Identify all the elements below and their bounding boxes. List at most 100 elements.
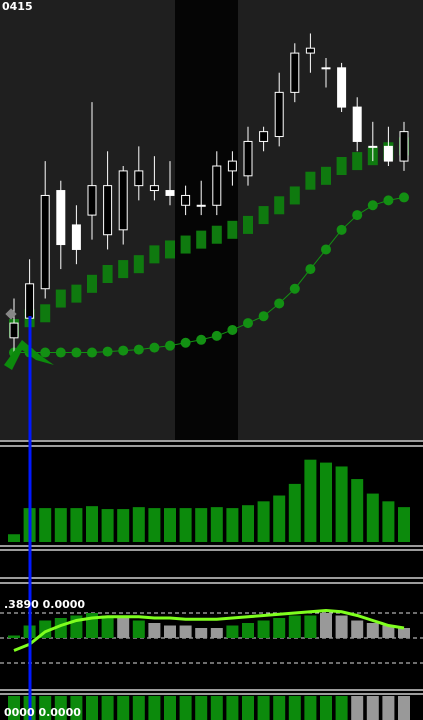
bar (179, 508, 192, 542)
bar (366, 696, 379, 720)
bar (70, 696, 83, 720)
panel-label: 0415 (2, 0, 33, 13)
bar (132, 507, 145, 542)
candle-body (305, 47, 315, 54)
bar (382, 696, 395, 720)
bar (195, 508, 208, 542)
bar (304, 459, 317, 542)
bar (195, 628, 208, 638)
ma-block (133, 255, 144, 274)
bar (242, 505, 254, 542)
candle-body (243, 140, 253, 177)
bar (320, 613, 332, 638)
bar (8, 635, 20, 638)
bar (117, 696, 130, 720)
bar (382, 625, 395, 638)
candle-body (399, 131, 409, 162)
ma-block (165, 240, 175, 259)
candle-body (118, 170, 128, 231)
bar (398, 628, 410, 638)
panel-label: .3890 0.0000 (4, 598, 85, 611)
bar (132, 696, 145, 720)
bar (351, 479, 364, 542)
bar (210, 507, 223, 542)
bar (132, 620, 145, 638)
candle-body (368, 145, 378, 148)
ma-block (336, 157, 347, 175)
ma-block (321, 166, 331, 185)
bar (257, 501, 270, 542)
candle-body (337, 67, 347, 108)
ma-block (352, 152, 363, 171)
candle-body (290, 52, 300, 93)
candle-body (196, 204, 206, 207)
candle-body (212, 165, 222, 206)
bar (273, 696, 286, 720)
bar (148, 696, 161, 720)
ma-block (211, 225, 222, 244)
ma-block (102, 265, 113, 283)
candle-body (274, 91, 284, 138)
ma-block (87, 274, 97, 293)
candle-body (40, 194, 50, 290)
bar (86, 696, 98, 720)
bar (242, 696, 254, 720)
bar (179, 696, 192, 720)
bar (101, 696, 114, 720)
bar (117, 509, 130, 542)
bar (335, 615, 348, 638)
candle-body (227, 160, 237, 172)
bar (226, 696, 239, 720)
separators (0, 440, 423, 695)
bar (335, 466, 348, 542)
ma-block (71, 284, 82, 303)
bar (8, 696, 20, 720)
bar (164, 625, 176, 638)
bar (273, 495, 286, 542)
bar (164, 508, 176, 542)
bar (351, 696, 364, 720)
candle-body (71, 224, 81, 250)
bar (86, 506, 98, 542)
bar (366, 623, 379, 638)
candle-body (383, 145, 393, 162)
candle-body (181, 194, 191, 206)
bar (226, 625, 239, 638)
bar (148, 508, 161, 542)
candle-body (134, 170, 144, 187)
bar (242, 623, 254, 638)
ma-block (243, 215, 253, 234)
bar (54, 508, 67, 542)
ma-block (196, 230, 207, 249)
candle-body (9, 322, 19, 339)
signal-line (13, 608, 405, 652)
bar (288, 696, 301, 720)
bar (398, 696, 410, 720)
bar (195, 696, 208, 720)
session-shade (175, 0, 238, 440)
bar (304, 696, 317, 720)
ma-block (40, 304, 51, 323)
bar (8, 534, 20, 542)
bar (273, 618, 286, 638)
bar (210, 696, 223, 720)
ma-block (227, 220, 238, 239)
candle-body (149, 185, 159, 192)
ma-block (180, 235, 191, 254)
bar (288, 615, 301, 638)
bar (288, 483, 301, 542)
ma-block (149, 245, 160, 264)
bar (257, 620, 270, 638)
bar (101, 615, 114, 638)
bar (148, 623, 161, 638)
ma-block (55, 289, 66, 308)
bar (179, 625, 192, 638)
bar (366, 493, 379, 542)
candle-body (259, 131, 269, 142)
bar (70, 508, 83, 542)
candle-body (103, 185, 113, 236)
candle-body (352, 106, 362, 142)
bar (320, 696, 332, 720)
